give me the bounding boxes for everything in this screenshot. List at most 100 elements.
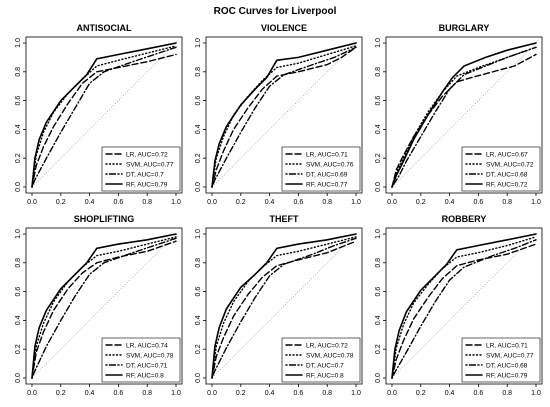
- roc-series-solid: [391, 42, 537, 188]
- y-tick-label: 0.0: [15, 182, 22, 192]
- roc-series-dashed: [211, 46, 357, 188]
- legend-label: DT, AUC=0.68: [486, 363, 528, 370]
- x-tick-label: 0.0: [207, 199, 217, 206]
- roc-series-dashed: [391, 53, 537, 188]
- x-tick-label: 1.0: [531, 199, 541, 206]
- y-tick-label: 0.6: [15, 287, 22, 297]
- x-tick-label: 0.6: [114, 199, 124, 206]
- panel-title: BURGLARY: [439, 23, 490, 33]
- x-tick-label: 0.8: [142, 390, 152, 397]
- legend-label: LR, AUC=0.72: [306, 343, 348, 350]
- roc-panel-shoplifting: SHOPLIFTING 0.0 0.2 0.4 0.6 0.8 1.0 0.0 0.2 0.4 0.…: [15, 214, 183, 397]
- legend-label: SVM, AUC=0.78: [126, 353, 174, 360]
- x-tick-label: 0.0: [27, 199, 37, 206]
- legend-label: SVM, AUC=0.77: [126, 162, 174, 169]
- y-tick-label: 0.0: [15, 373, 22, 383]
- legend-label: DT, AUC=0.71: [126, 363, 168, 370]
- chance-diagonal: [211, 233, 357, 379]
- y-tick-label: 0.0: [375, 182, 382, 192]
- plot-frame: [205, 36, 363, 194]
- x-tick-label: 0.6: [294, 390, 304, 397]
- y-tick-label: 1.0: [15, 38, 22, 48]
- x-tick-label: 0.8: [142, 199, 152, 206]
- roc-series-dotdash: [391, 239, 537, 379]
- roc-series-solid: [211, 42, 357, 188]
- y-tick-label: 0.8: [195, 67, 202, 77]
- x-tick-label: 0.0: [27, 390, 37, 397]
- x-tick-label: 0.8: [322, 199, 332, 206]
- chart-panels: ANTISOCIAL 0.0 0.2 0.4 0.6 0.8 1.0 0.0 0.2 0.4 0.6…: [15, 23, 543, 397]
- x-tick-label: 0.6: [294, 199, 304, 206]
- legend-label: SVM, AUC=0.77: [486, 353, 534, 360]
- panel-title: VIOLENCE: [261, 23, 307, 33]
- legend-label: LR, AUC=0.67: [486, 152, 528, 159]
- y-tick-label: 0.0: [195, 182, 202, 192]
- legend-label: RF, AUC=0.8: [306, 373, 344, 380]
- legend-label: DT, AUC=0.68: [486, 172, 528, 179]
- x-tick-label: 0.2: [236, 390, 246, 397]
- legend-label: RF, AUC=0.77: [306, 182, 348, 189]
- y-tick-label: 0.8: [375, 258, 382, 268]
- roc-panel-burglary: BURGLARY 0.0 0.2 0.4 0.6 0.8 1.0 0.0 0.2 0.4 0.6 0.…: [375, 23, 543, 206]
- x-tick-label: 0.6: [114, 390, 124, 397]
- plot-frame: [385, 36, 543, 194]
- legend-label: RF, AUC=0.8: [126, 373, 164, 380]
- x-tick-label: 0.8: [502, 390, 512, 397]
- x-tick-label: 0.8: [322, 390, 332, 397]
- legend-label: LR, AUC=0.71: [486, 343, 528, 350]
- y-tick-label: 0.2: [195, 344, 202, 354]
- legend-label: LR, AUC=0.72: [126, 152, 168, 159]
- y-tick-label: 0.6: [15, 96, 22, 106]
- legend-label: RF, AUC=0.79: [126, 182, 168, 189]
- roc-series-solid: [211, 233, 357, 379]
- legend-label: LR, AUC=0.71: [306, 152, 348, 159]
- legend-label: RF, AUC=0.72: [486, 182, 528, 189]
- y-tick-label: 0.4: [375, 315, 382, 325]
- x-tick-label: 1.0: [171, 199, 181, 206]
- roc-panel-theft: THEFT 0.0 0.2 0.4 0.6 0.8 1.0 0.0 0.2 0.4 0.6 0.8 1.…: [195, 214, 363, 397]
- x-tick-label: 0.0: [387, 199, 397, 206]
- roc-panel-antisocial: ANTISOCIAL 0.0 0.2 0.4 0.6 0.8 1.0 0.0 0.2 0.4 0.6…: [15, 23, 183, 206]
- y-tick-label: 0.4: [15, 124, 22, 134]
- roc-series-dashed: [211, 240, 357, 379]
- y-tick-label: 0.0: [195, 373, 202, 383]
- x-tick-label: 0.4: [85, 390, 95, 397]
- x-tick-label: 0.4: [265, 199, 275, 206]
- y-tick-label: 0.8: [195, 258, 202, 268]
- x-tick-label: 0.2: [56, 390, 66, 397]
- y-tick-label: 0.2: [15, 344, 22, 354]
- y-tick-label: 0.0: [375, 373, 382, 383]
- roc-series-solid: [31, 233, 177, 379]
- x-tick-label: 0.4: [445, 390, 455, 397]
- chance-diagonal: [31, 42, 177, 188]
- y-tick-label: 1.0: [195, 38, 202, 48]
- roc-series-solid: [391, 233, 537, 379]
- x-tick-label: 1.0: [171, 390, 181, 397]
- chance-diagonal: [391, 42, 537, 188]
- y-tick-label: 1.0: [195, 229, 202, 239]
- y-tick-label: 0.2: [375, 344, 382, 354]
- legend-label: DT, AUC=0.7: [126, 172, 164, 179]
- y-tick-label: 1.0: [375, 38, 382, 48]
- roc-series-dotdash: [211, 46, 357, 188]
- y-tick-label: 0.4: [375, 124, 382, 134]
- y-tick-label: 0.6: [195, 287, 202, 297]
- roc-series-dotdash: [391, 46, 537, 188]
- legend-label: SVM, AUC=0.76: [306, 162, 354, 169]
- roc-panel-violence: VIOLENCE 0.0 0.2 0.4 0.6 0.8 1.0 0.0 0.2 0.4 0.6 0.…: [195, 23, 363, 206]
- legend-label: SVM, AUC=0.72: [486, 162, 534, 169]
- x-tick-label: 0.8: [502, 199, 512, 206]
- legend-label: LR, AUC=0.74: [126, 343, 168, 350]
- roc-panel-robbery: ROBBERY 0.0 0.2 0.4 0.6 0.8 1.0 0.0 0.2 0.4 0.6 0.8…: [375, 214, 543, 397]
- x-tick-label: 0.2: [236, 199, 246, 206]
- y-tick-label: 0.4: [195, 124, 202, 134]
- roc-series-dashed: [31, 53, 177, 188]
- y-tick-label: 0.8: [15, 258, 22, 268]
- y-tick-label: 0.4: [15, 315, 22, 325]
- x-tick-label: 0.6: [474, 390, 484, 397]
- roc-series-dotdash: [31, 237, 177, 379]
- x-tick-label: 0.4: [265, 390, 275, 397]
- y-tick-label: 1.0: [375, 229, 382, 239]
- legend-label: RF, AUC=0.79: [486, 373, 528, 380]
